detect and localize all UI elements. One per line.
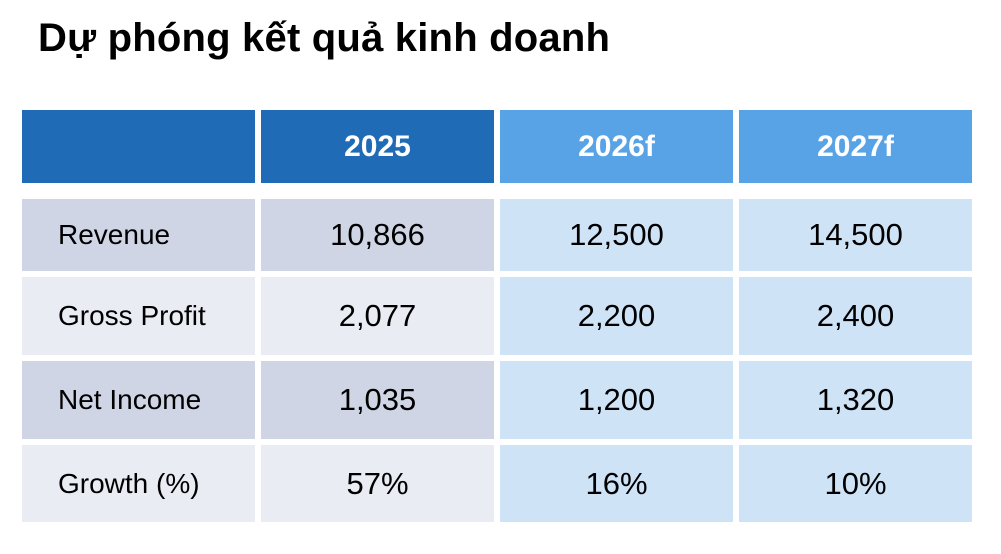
table-cell: 1,035: [261, 361, 494, 439]
row-label-net-income: Net Income: [22, 361, 255, 439]
table-cell: 2,200: [500, 277, 733, 355]
table-cell: 2,077: [261, 277, 494, 355]
table-cell: 1,320: [739, 361, 972, 439]
table-cell: 16%: [500, 445, 733, 522]
table-cell: 10%: [739, 445, 972, 522]
page-title: Dự phóng kết quả kinh doanh: [38, 16, 611, 60]
header-year-2027f: 2027f: [739, 110, 972, 183]
table-cell: 2,400: [739, 277, 972, 355]
header-cell-empty: [22, 110, 255, 183]
results-table: 2025 2026f 2027f Revenue 10,866 12,500 1…: [22, 110, 972, 522]
row-label-gross-profit: Gross Profit: [22, 277, 255, 355]
table-cell: 14,500: [739, 199, 972, 271]
table-cell: 10,866: [261, 199, 494, 271]
header-year-2025: 2025: [261, 110, 494, 183]
table-cell: 12,500: [500, 199, 733, 271]
header-year-2026f: 2026f: [500, 110, 733, 183]
table-cell: 1,200: [500, 361, 733, 439]
row-label-revenue: Revenue: [22, 199, 255, 271]
table-cell: 57%: [261, 445, 494, 522]
row-label-growth: Growth (%): [22, 445, 255, 522]
